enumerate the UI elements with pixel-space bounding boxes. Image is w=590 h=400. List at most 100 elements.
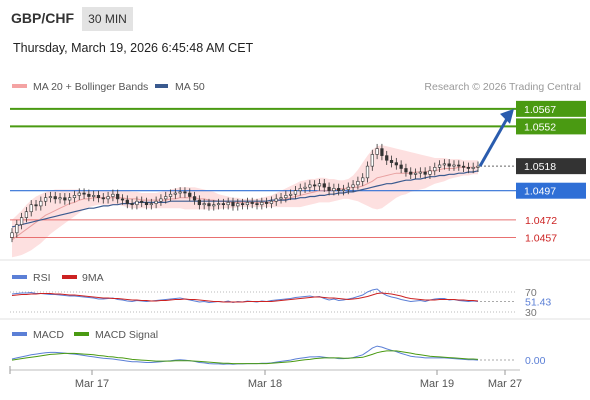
macd-signal-legend-swatch [74,332,89,336]
candle-body [322,183,326,188]
candle-body [39,200,43,207]
candle-body [44,197,48,202]
price-panel: 1.0567 1.0552 1.0518 1.0497 1.0472 1.0457 [10,100,586,258]
x-tick-label: Mar 27 [488,378,522,390]
current-price-label: 1.0518 [524,161,556,173]
candle-body [101,197,105,200]
candle-body [341,189,346,191]
candle-body [149,203,153,206]
candle-body [346,186,350,190]
candle-body [92,195,96,197]
candle-body [442,163,446,166]
target-arrow-head [500,108,514,124]
target-arrow [478,116,510,167]
candle-body [284,195,288,199]
candle-body [168,193,173,197]
candle-body [125,199,129,204]
pivot-tag [516,182,586,199]
candle-body [370,154,374,167]
rsi-ma-legend-swatch [62,275,77,279]
candle-body [130,203,134,206]
candle-body [332,188,336,191]
candle-body [264,202,269,204]
macd-legend-label: MACD [33,329,64,341]
resistance-label: 1.0567 [524,104,556,116]
candle-body [380,148,384,156]
candle-body [457,164,461,167]
candle-body [413,172,418,175]
candle-body [212,204,216,207]
candle-body [77,192,81,196]
ma20-legend-label: MA 20 + Bollinger Bands [33,81,148,93]
candle-body [87,193,91,197]
candle-body [240,203,245,206]
candle-body [29,204,33,213]
candle-body [404,168,408,173]
candle-body [82,192,86,195]
rsi-ma-legend-label: 9MA [82,272,104,284]
candle-body [250,202,254,204]
x-axis: Mar 17 Mar 18 Mar 19 Mar 27 [9,366,522,390]
candle-body [58,197,62,200]
candle-body [385,155,389,161]
candle-body [135,200,139,206]
macd-signal-line [11,350,479,365]
candle-body [361,177,365,182]
candle-body [34,204,38,207]
candle-body [327,186,331,191]
candle-body [437,164,442,168]
support-label: 1.0457 [525,232,557,244]
x-tick-label: Mar 17 [75,378,109,390]
candle-body [423,171,427,175]
candle-body [428,170,432,175]
copyright: Research © 2026 Trading Central [424,81,581,93]
candle-body [433,167,437,172]
candle-body [106,196,110,200]
ma50-legend-swatch [155,84,168,88]
candle-body [197,199,201,206]
timestamp: Thursday, March 19, 2026 6:45:48 AM CET [13,41,254,55]
candle-body [207,203,211,207]
candle-body [394,162,398,166]
current-price-tag [516,158,586,175]
candle-body [255,203,259,206]
candle-body [188,192,192,197]
candle-body [351,184,355,188]
candle-body [298,188,302,191]
candle-body [120,198,125,201]
candle-body [389,160,394,163]
candle-body [269,200,274,204]
x-tick-label: Mar 19 [420,378,454,390]
pivot-label: 1.0497 [524,186,556,198]
candle-body [144,202,149,206]
macd-value-label: 0.00 [525,355,546,367]
candle-body [274,198,278,202]
candle-body [289,193,293,196]
candle-body [159,198,163,202]
candle-body [192,196,197,201]
candle-body [356,181,360,186]
candle-body [466,167,471,169]
timeframe-button[interactable]: 30 MIN [82,7,133,31]
candle-body [308,184,312,188]
x-tick-label: Mar 18 [248,378,282,390]
resistance-label: 1.0552 [524,121,556,133]
candle-body [303,186,307,189]
rsi-legend-swatch [12,275,27,279]
ma20-legend-swatch [12,84,27,88]
candle-body [53,196,57,200]
candle-body [461,165,466,168]
candle-body [63,197,67,201]
candle-body [111,193,115,197]
candle-body [317,183,322,187]
candle-body [245,202,250,206]
rsi-level-label: 30 [525,307,537,319]
candle-body [313,184,317,187]
candle-body [15,224,19,234]
candle-body [452,164,456,167]
support-label: 1.0472 [525,215,557,227]
macd-panel: 0.00 [11,345,546,367]
candle-body [418,171,422,174]
